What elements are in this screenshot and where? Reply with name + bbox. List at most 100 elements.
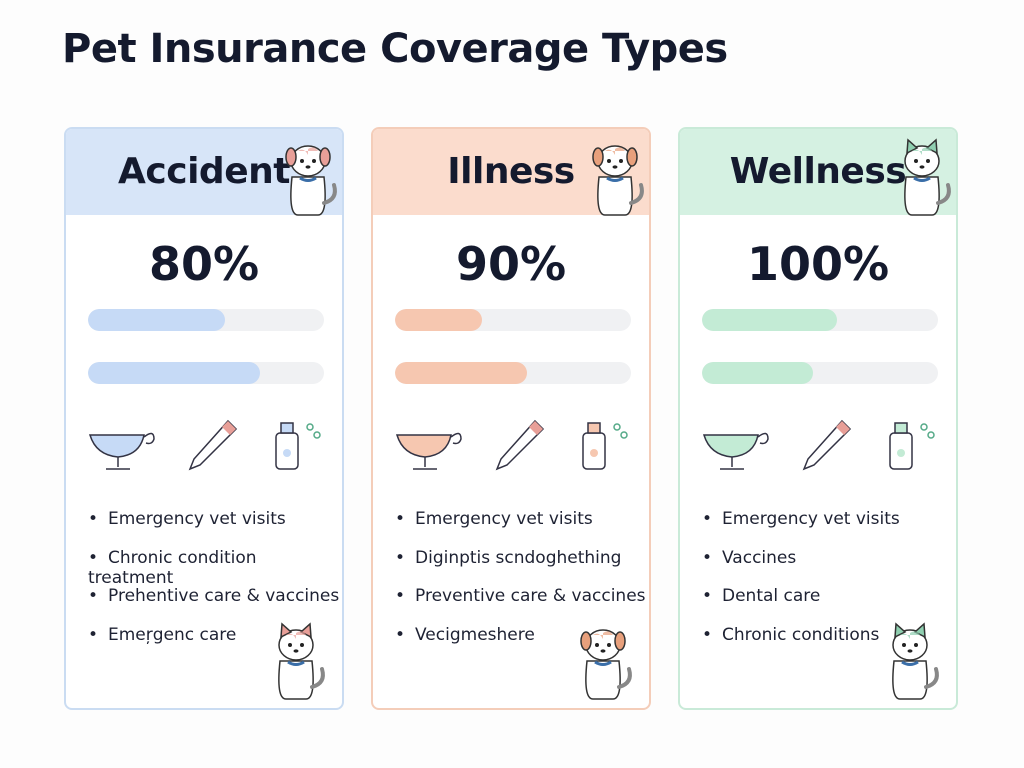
icon-part <box>617 667 632 689</box>
pet-icon <box>802 419 852 471</box>
icon-part <box>606 176 624 182</box>
coverage-list: Emergency vet visitsVaccinesDental careC… <box>702 509 900 663</box>
icon-part <box>914 159 918 163</box>
coverage-percent: 80% <box>148 237 260 291</box>
bar-fill <box>88 309 225 331</box>
pet-icon <box>88 432 155 470</box>
coverage-item: Preventive care & vaccines <box>395 586 646 625</box>
icon-part <box>592 147 604 167</box>
bar-track <box>395 309 631 331</box>
coverage-list: Emergency vet visitsChronic condition tr… <box>88 509 342 663</box>
bar-fill <box>702 362 813 384</box>
bar-fill <box>702 309 837 331</box>
icon-part <box>924 667 939 689</box>
icon-part <box>585 660 621 700</box>
card-name: Accident <box>118 151 290 192</box>
icon-part <box>894 422 908 434</box>
icon-part <box>286 631 306 639</box>
coverage-item: Diginptis scndoghething <box>395 548 646 587</box>
icon-part <box>607 643 611 647</box>
icon-part <box>600 649 606 653</box>
coverage-percent: 90% <box>455 237 567 291</box>
icon-part <box>287 660 305 666</box>
bar-track <box>702 309 938 331</box>
icon-part <box>757 432 769 445</box>
coverage-card: Accident 80% Emergency vet visitsChronic… <box>64 127 344 710</box>
icon-part <box>836 421 850 435</box>
icon-part <box>927 431 935 439</box>
coverage-item: Prehentive care & vaccines <box>88 586 342 625</box>
icon-part <box>920 423 928 431</box>
pet-icon <box>702 432 769 470</box>
bar-fill <box>395 309 483 331</box>
icon-part <box>450 432 462 445</box>
coverage-item: Dental care <box>702 586 900 625</box>
icon-part <box>587 422 601 434</box>
icon-part <box>894 622 926 639</box>
icon-part <box>298 147 318 155</box>
icon-part <box>926 159 930 163</box>
icon-part <box>892 629 928 661</box>
icon-part <box>629 183 644 205</box>
coverage-card: Wellness 100% Emergency vet visitsVaccin… <box>678 127 958 710</box>
icon-part <box>222 421 236 435</box>
icon-part <box>597 176 633 216</box>
icon-part <box>293 649 299 653</box>
pet-icon <box>904 138 951 216</box>
coverage-item: Emergency vet visits <box>395 509 646 548</box>
page-title: Pet Insurance Coverage Types <box>62 26 728 72</box>
icon-part <box>620 431 628 439</box>
icon-part <box>702 434 759 458</box>
icon-part <box>319 147 331 167</box>
bar-track <box>702 362 938 384</box>
icon-part <box>907 649 913 653</box>
icon-part <box>395 434 452 458</box>
icon-part <box>300 159 304 163</box>
icon-part <box>936 183 951 205</box>
icon-part <box>143 432 155 445</box>
icon-part <box>900 631 920 639</box>
icon-part <box>278 629 314 661</box>
icon-part <box>614 631 626 651</box>
coverage-item: Emergency vet visits <box>88 509 342 548</box>
icon-part <box>595 643 599 647</box>
coverage-item: Vecigmeshere <box>395 625 646 664</box>
coverage-item: Chronic conditions <box>702 625 900 664</box>
pet-icon <box>582 422 628 470</box>
coverage-list: Emergency vet visitsDiginptis scndogheth… <box>395 509 646 663</box>
icon-part <box>590 449 598 457</box>
pet-icon <box>592 145 644 216</box>
icon-part <box>914 643 918 647</box>
icon-part <box>413 457 437 470</box>
icon-part <box>310 667 325 689</box>
icon-part <box>290 176 326 216</box>
icon-part <box>322 183 337 205</box>
icon-part <box>495 419 545 471</box>
icon-part <box>312 159 316 163</box>
icon-part <box>897 449 905 457</box>
icon-part <box>904 145 940 177</box>
icon-part <box>529 421 543 435</box>
icon-part <box>902 643 906 647</box>
icon-part <box>299 176 317 182</box>
card-name: Illness <box>447 151 575 192</box>
card-header: Accident <box>66 129 342 215</box>
pet-icon <box>495 419 545 471</box>
icon-part <box>605 147 625 155</box>
coverage-card: Illness 90% Emergency vet visitsDiginpti… <box>371 127 651 710</box>
icon-part <box>619 159 623 163</box>
icon-part <box>278 660 314 700</box>
icon-part <box>313 431 321 439</box>
coverage-item: Vaccines <box>702 548 900 587</box>
icon-part <box>288 643 292 647</box>
icon-part <box>612 165 618 169</box>
icon-part <box>607 159 611 163</box>
icon-part <box>912 147 932 155</box>
icon-part <box>283 449 291 457</box>
icon-part <box>906 138 938 155</box>
coverage-percent: 100% <box>746 237 890 291</box>
icon-part <box>188 419 238 471</box>
icon-part <box>892 660 928 700</box>
pet-icon <box>188 419 238 471</box>
